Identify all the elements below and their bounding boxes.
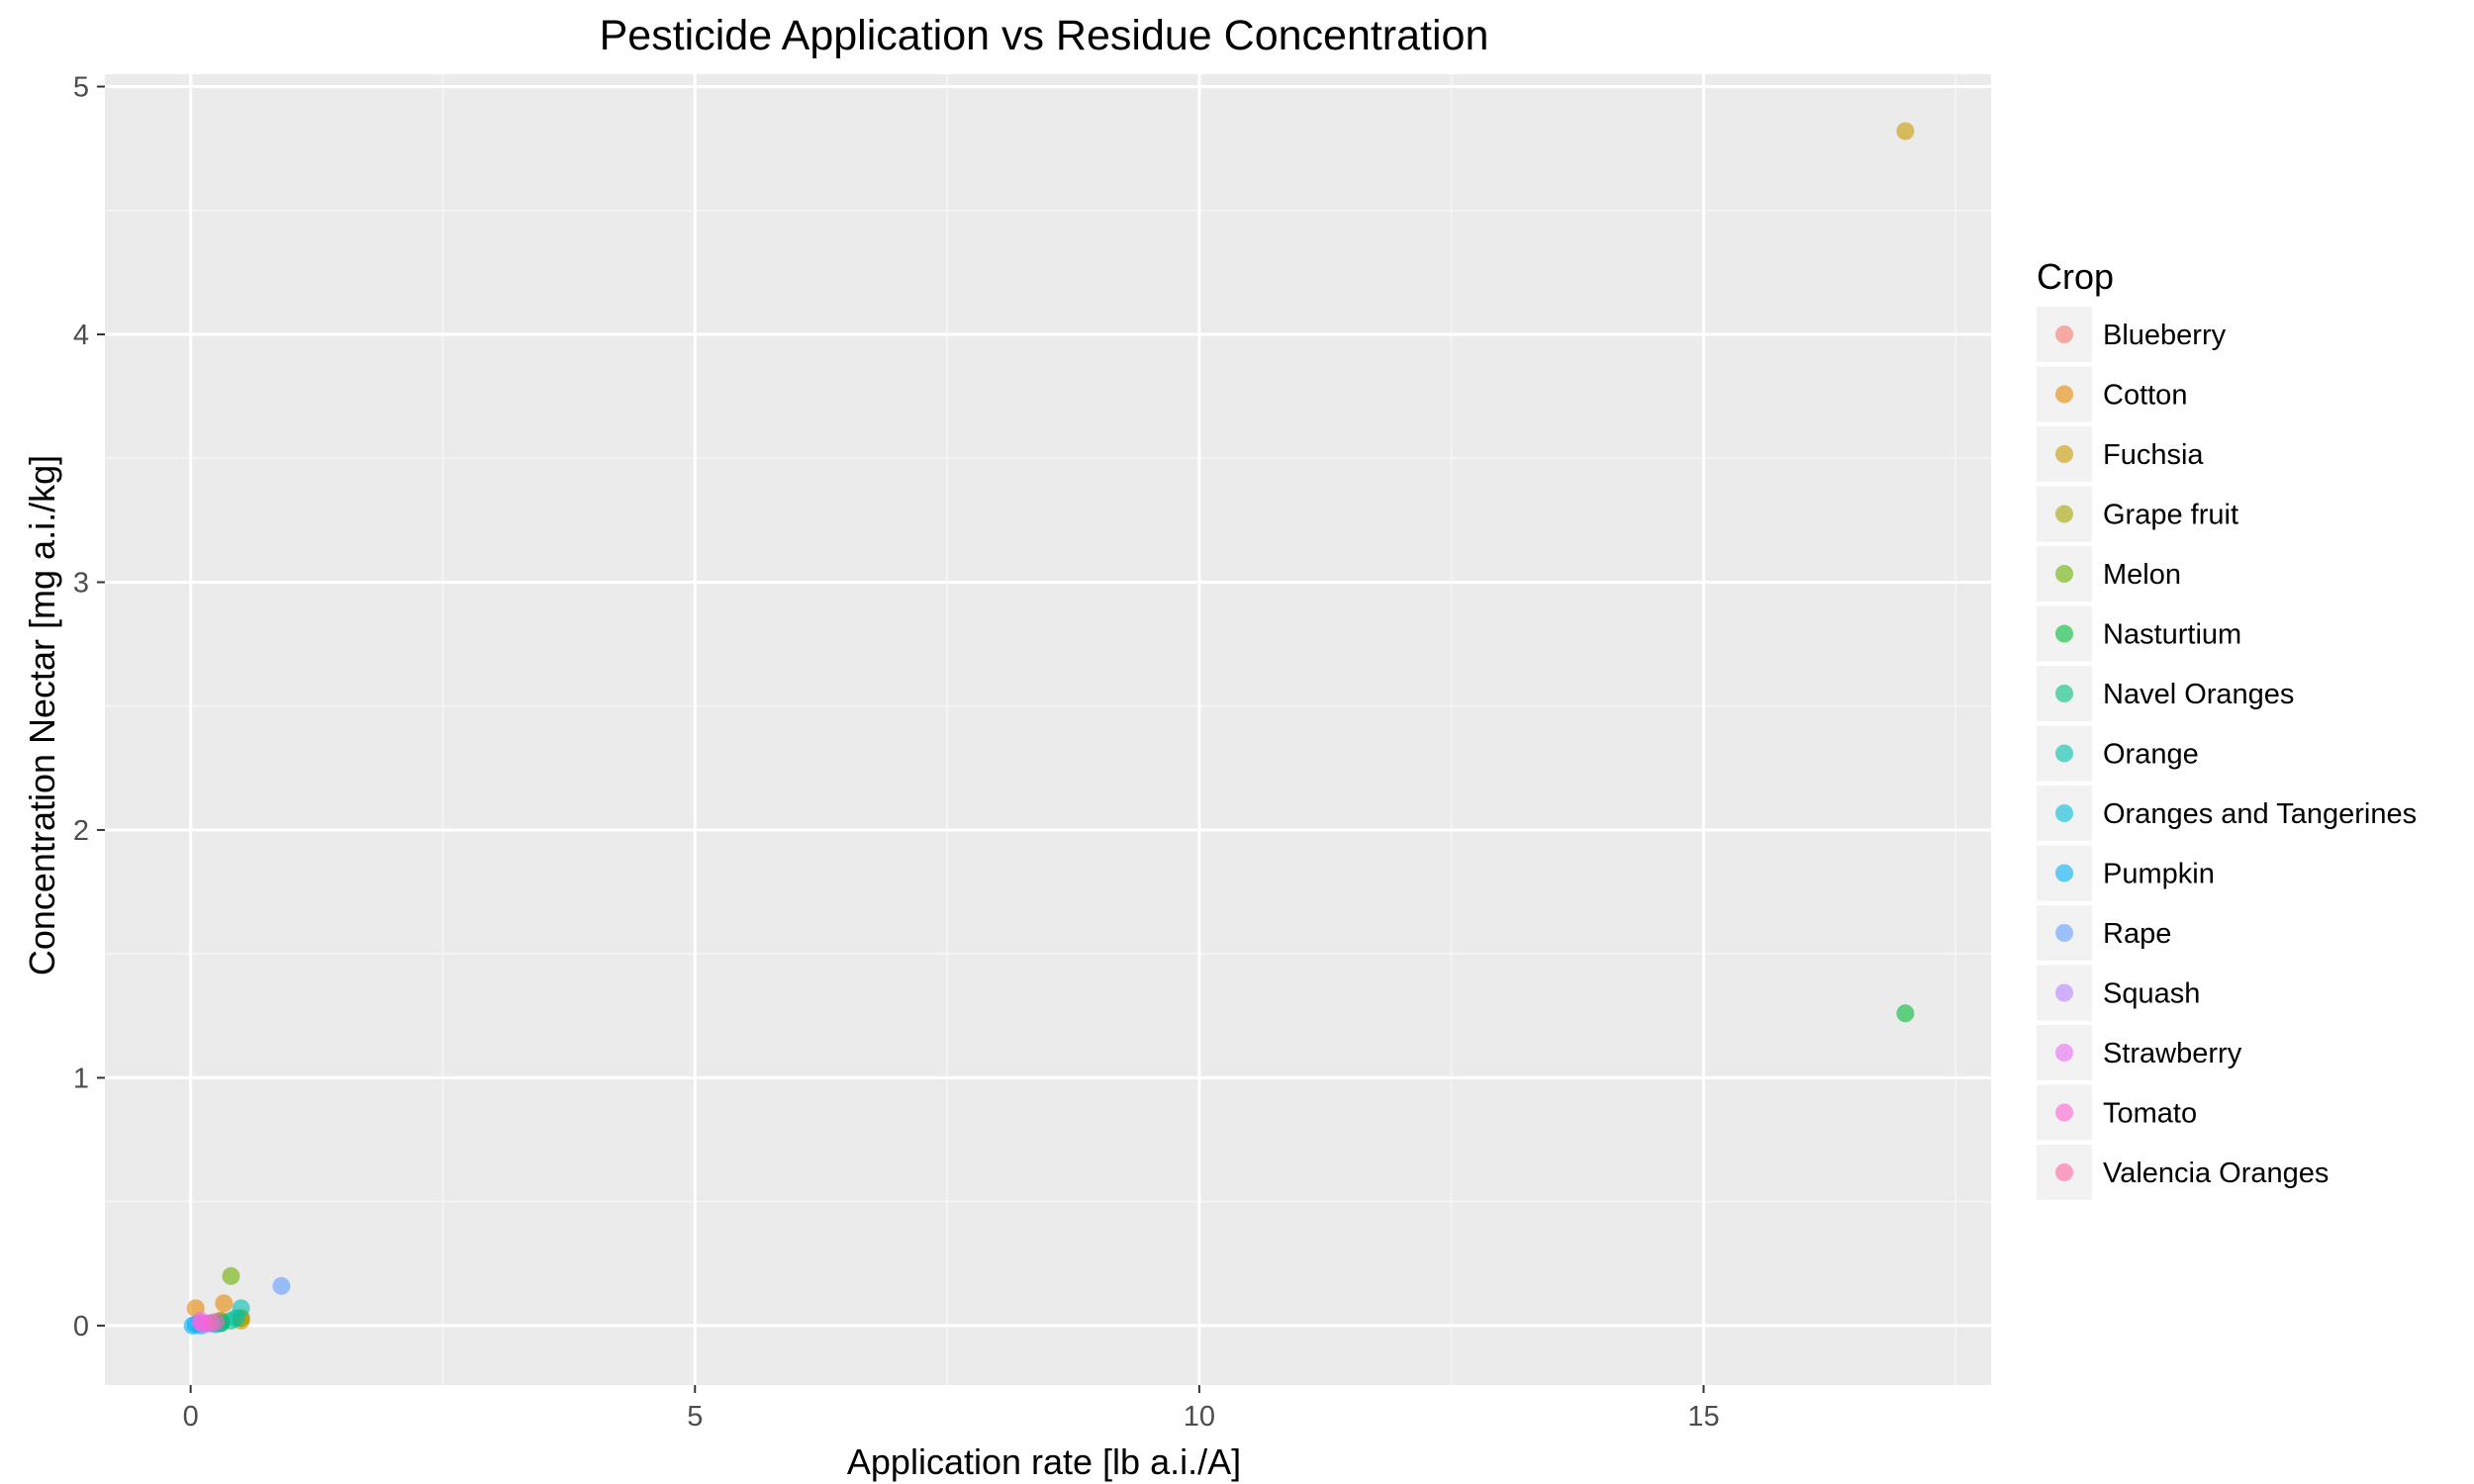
legend-swatch xyxy=(2055,864,2073,882)
legend-label: Pumpkin xyxy=(2103,859,2215,890)
data-point xyxy=(272,1276,291,1295)
plot-panel: 0 5 10 15 0 1 2 3 4 5 xyxy=(73,72,1991,1433)
legend: Blueberry Cotton Fuchsia Grape fruit Melon Na… xyxy=(2037,307,2417,1200)
x-axis-title: Application rate [lb a.i./A] xyxy=(847,1441,1241,1482)
legend-label: Squash xyxy=(2103,978,2200,1010)
legend-swatch xyxy=(2055,804,2073,822)
x-tick-label: 5 xyxy=(687,1401,703,1433)
legend-label: Melon xyxy=(2103,559,2181,591)
legend-swatch xyxy=(2055,624,2073,643)
x-tick-label: 15 xyxy=(1687,1401,1719,1433)
data-point xyxy=(1896,122,1915,140)
plot-background xyxy=(105,74,1991,1385)
legend-swatch xyxy=(2055,505,2073,523)
data-point xyxy=(227,1309,245,1328)
legend-swatch xyxy=(2055,385,2073,404)
data-point xyxy=(193,1314,212,1333)
legend-label: Rape xyxy=(2103,918,2171,950)
legend-swatch xyxy=(2055,685,2073,702)
x-tick-label: 0 xyxy=(183,1401,199,1433)
legend-label: Nasturtium xyxy=(2103,619,2241,651)
y-tick-label: 0 xyxy=(73,1311,89,1343)
legend-swatch xyxy=(2055,924,2073,942)
legend-swatch xyxy=(2055,1103,2073,1122)
legend-swatch xyxy=(2055,1044,2073,1062)
legend-label: Tomato xyxy=(2103,1098,2197,1130)
legend-title: Crop xyxy=(2037,256,2114,297)
legend-swatch xyxy=(2055,983,2073,1002)
y-tick-label: 4 xyxy=(73,320,89,351)
y-tick-label: 5 xyxy=(73,72,89,104)
y-tick-label: 2 xyxy=(73,815,89,847)
legend-label: Strawberry xyxy=(2103,1038,2242,1069)
y-axis-title: Concentration Nectar [mg a.i./kg] xyxy=(22,455,62,975)
legend-label: Grape fruit xyxy=(2103,500,2238,531)
legend-swatch xyxy=(2055,565,2073,583)
legend-swatch xyxy=(2055,325,2073,343)
data-point xyxy=(1896,1004,1915,1023)
data-point xyxy=(207,1313,226,1332)
legend-label: Navel Oranges xyxy=(2103,679,2294,710)
y-tick-label: 3 xyxy=(73,567,89,599)
legend-swatch xyxy=(2055,445,2073,463)
data-point xyxy=(215,1294,234,1313)
legend-swatch xyxy=(2055,1163,2073,1181)
legend-label: Orange xyxy=(2103,739,2199,771)
legend-label: Cotton xyxy=(2103,380,2187,412)
y-tick-label: 1 xyxy=(73,1063,89,1094)
legend-label: Fuchsia xyxy=(2103,439,2204,471)
legend-label: Valencia Oranges xyxy=(2103,1158,2329,1189)
chart-title: Pesticide Application vs Residue Concent… xyxy=(600,12,1489,59)
legend-label: Oranges and Tangerines xyxy=(2103,798,2417,830)
x-tick-label: 10 xyxy=(1184,1401,1215,1433)
legend-swatch xyxy=(2055,744,2073,763)
legend-label: Blueberry xyxy=(2103,320,2227,351)
data-point xyxy=(222,1266,240,1285)
